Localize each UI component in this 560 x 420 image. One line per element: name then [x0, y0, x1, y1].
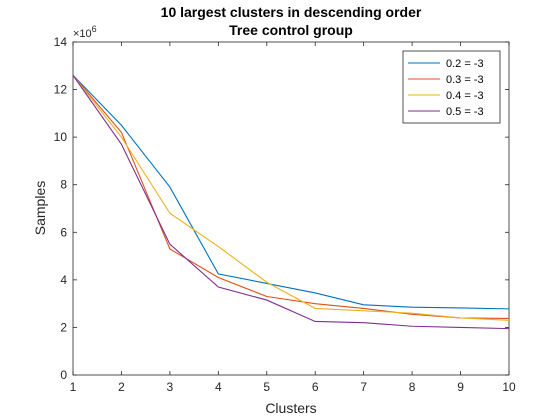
- legend-label-1: 0.2 = -3: [446, 58, 484, 70]
- chart-subtitle: Tree control group: [229, 22, 353, 38]
- y-multiplier-base: ×10: [73, 28, 92, 40]
- legend-label-3: 0.4 = -3: [446, 90, 484, 102]
- x-tick-label: 2: [118, 380, 125, 394]
- series-line-4: [72, 74, 510, 330]
- y-multiplier-exponent: 6: [92, 24, 97, 34]
- x-tick-label: 7: [360, 380, 367, 394]
- x-tick-label: 9: [457, 380, 464, 394]
- y-tick-label: 6: [60, 225, 67, 239]
- legend-label-4: 0.5 = -3: [446, 106, 484, 118]
- y-tick-label: 2: [60, 320, 67, 334]
- x-tick-label: 8: [409, 380, 416, 394]
- series-line-1: [72, 74, 510, 310]
- legend: 0.2 = -3 0.3 = -3 0.4 = -3 0.5 = -3: [402, 50, 501, 124]
- y-tick-label: 0: [60, 368, 67, 382]
- y-tick-label: 4: [60, 273, 67, 287]
- series-layer: [72, 74, 510, 330]
- x-tick-label: 1: [70, 380, 77, 394]
- y-axis-multiplier: ×106: [73, 24, 97, 40]
- y-tick-label: 10: [54, 130, 68, 144]
- y-tick-label: 14: [54, 35, 68, 49]
- series-line-3: [72, 74, 510, 321]
- y-tick-label: 8: [60, 178, 67, 192]
- x-tick-label: 3: [167, 380, 174, 394]
- x-tick-label: 6: [312, 380, 319, 394]
- y-axis-label: Samples: [32, 181, 48, 235]
- y-axis: 0 2 4 6 8 10 12 14: [54, 35, 509, 382]
- x-tick-label: 10: [502, 380, 516, 394]
- x-axis-label: Clusters: [265, 400, 316, 416]
- series-line-2: [72, 74, 510, 319]
- x-tick-label: 5: [263, 380, 270, 394]
- x-axis: 1 2 3 4 5 6 7 8 9 10: [70, 42, 516, 394]
- y-tick-label: 12: [54, 83, 68, 97]
- legend-label-2: 0.3 = -3: [446, 74, 484, 86]
- chart-title: 10 largest clusters in descending order: [161, 4, 422, 20]
- x-tick-label: 4: [215, 380, 222, 394]
